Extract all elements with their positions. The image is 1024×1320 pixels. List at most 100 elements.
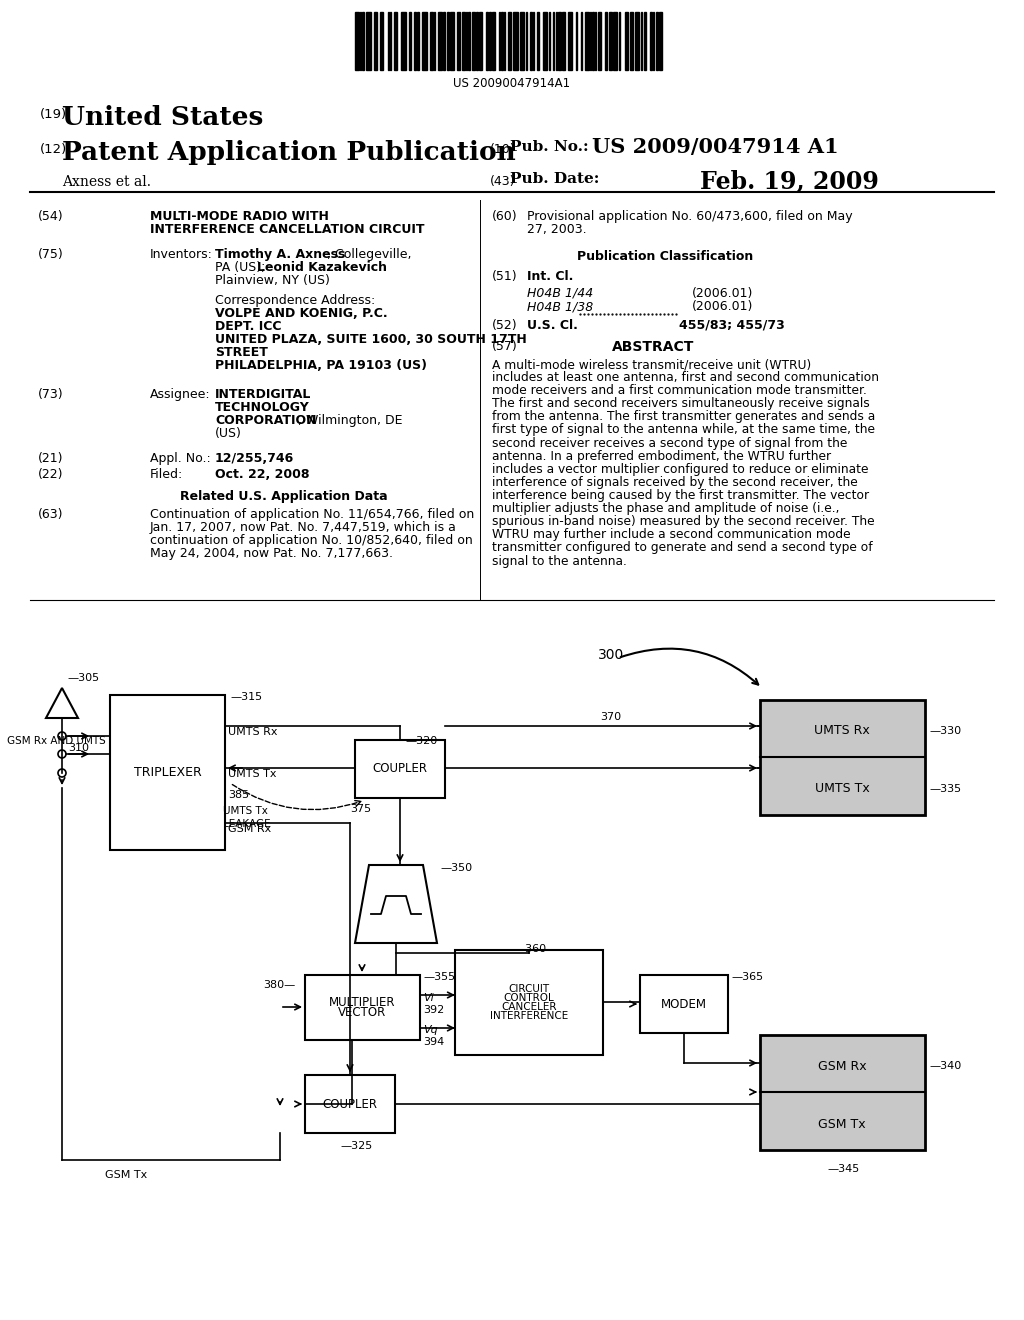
Text: MULTI-MODE RADIO WITH: MULTI-MODE RADIO WITH xyxy=(150,210,329,223)
Text: (57): (57) xyxy=(492,341,518,352)
Text: —320: —320 xyxy=(406,737,437,746)
Text: Pub. No.:: Pub. No.: xyxy=(510,140,589,154)
Bar xyxy=(443,12,445,70)
Bar xyxy=(598,12,601,70)
Text: GSM Tx: GSM Tx xyxy=(105,1170,147,1180)
Text: TECHNOLOGY: TECHNOLOGY xyxy=(215,401,309,414)
Text: TRIPLEXER: TRIPLEXER xyxy=(133,766,202,779)
Bar xyxy=(562,12,565,70)
Text: CANCELER: CANCELER xyxy=(502,1002,557,1012)
Bar xyxy=(760,700,925,814)
Circle shape xyxy=(58,750,66,758)
Bar xyxy=(362,12,364,70)
Text: —335: —335 xyxy=(929,784,962,795)
Text: May 24, 2004, now Pat. No. 7,177,663.: May 24, 2004, now Pat. No. 7,177,663. xyxy=(150,546,393,560)
Text: —305: —305 xyxy=(67,673,99,682)
Bar xyxy=(430,12,433,70)
Text: UMTS Tx: UMTS Tx xyxy=(815,783,869,796)
Text: mode receivers and a first communication mode transmitter.: mode receivers and a first communication… xyxy=(492,384,867,397)
Text: U.S. Cl.: U.S. Cl. xyxy=(527,319,578,333)
Text: spurious in-band noise) measured by the second receiver. The: spurious in-band noise) measured by the … xyxy=(492,515,874,528)
Text: VECTOR: VECTOR xyxy=(338,1006,387,1019)
Text: Provisional application No. 60/473,600, filed on May: Provisional application No. 60/473,600, … xyxy=(527,210,853,223)
Bar xyxy=(366,12,371,70)
Text: ABSTRACT: ABSTRACT xyxy=(612,341,694,354)
Text: Leonid Kazakevich: Leonid Kazakevich xyxy=(257,261,387,275)
Text: continuation of application No. 10/852,640, filed on: continuation of application No. 10/852,6… xyxy=(150,535,473,546)
Text: UMTS Tx: UMTS Tx xyxy=(223,807,268,816)
Bar xyxy=(605,12,607,70)
Text: interference being caused by the first transmitter. The vector: interference being caused by the first t… xyxy=(492,488,869,502)
Text: 455/83; 455/73: 455/83; 455/73 xyxy=(679,319,784,333)
Bar xyxy=(650,12,652,70)
Text: CIRCUIT: CIRCUIT xyxy=(509,983,550,994)
Text: (19): (19) xyxy=(40,108,68,121)
Text: WTRU may further include a second communication mode: WTRU may further include a second commun… xyxy=(492,528,851,541)
Text: , Collegeville,: , Collegeville, xyxy=(327,248,412,261)
Text: —340: —340 xyxy=(929,1061,962,1071)
Text: UMTS Rx: UMTS Rx xyxy=(814,725,869,738)
Bar xyxy=(355,12,359,70)
Text: INTERFERENCE CANCELLATION CIRCUIT: INTERFERENCE CANCELLATION CIRCUIT xyxy=(150,223,425,236)
Text: 300: 300 xyxy=(598,648,625,663)
Text: includes at least one antenna, first and second communication: includes at least one antenna, first and… xyxy=(492,371,879,384)
Text: LEAKAGE: LEAKAGE xyxy=(223,818,270,829)
Text: Filed:: Filed: xyxy=(150,469,183,480)
Text: 380—: 380— xyxy=(263,979,295,990)
Bar xyxy=(609,12,612,70)
Text: —355: —355 xyxy=(423,972,455,982)
Bar xyxy=(476,12,478,70)
Text: 370: 370 xyxy=(600,711,622,722)
Circle shape xyxy=(58,733,66,741)
Text: —315: —315 xyxy=(230,692,262,702)
Text: Correspondence Address:: Correspondence Address: xyxy=(215,294,375,308)
Text: Int. Cl.: Int. Cl. xyxy=(527,271,573,282)
Bar xyxy=(450,12,454,70)
Text: 392: 392 xyxy=(423,1005,444,1015)
Text: 12/255,746: 12/255,746 xyxy=(215,451,294,465)
Text: PHILADELPHIA, PA 19103 (US): PHILADELPHIA, PA 19103 (US) xyxy=(215,359,427,372)
Bar xyxy=(455,950,603,1055)
Text: Related U.S. Application Data: Related U.S. Application Data xyxy=(180,490,388,503)
Bar xyxy=(492,12,495,70)
Text: —360: —360 xyxy=(514,944,546,954)
Text: GSM Rx AND UMTS: GSM Rx AND UMTS xyxy=(7,737,105,746)
Bar xyxy=(656,12,658,70)
Text: H04B 1/38: H04B 1/38 xyxy=(527,300,593,313)
Text: H04B 1/44: H04B 1/44 xyxy=(527,286,593,300)
Bar xyxy=(401,12,406,70)
Bar xyxy=(479,12,482,70)
Bar xyxy=(558,12,561,70)
Text: (51): (51) xyxy=(492,271,517,282)
Bar xyxy=(380,12,383,70)
Bar xyxy=(462,12,465,70)
Text: (12): (12) xyxy=(40,143,68,156)
Text: COUPLER: COUPLER xyxy=(323,1097,378,1110)
Text: —330: —330 xyxy=(929,726,962,737)
Text: —345: —345 xyxy=(827,1164,859,1173)
Text: interference of signals received by the second receiver, the: interference of signals received by the … xyxy=(492,477,858,488)
Text: Jan. 17, 2007, now Pat. No. 7,447,519, which is a: Jan. 17, 2007, now Pat. No. 7,447,519, w… xyxy=(150,521,457,535)
Text: (US): (US) xyxy=(215,426,242,440)
Bar xyxy=(468,12,470,70)
Text: (2006.01): (2006.01) xyxy=(692,300,754,313)
Text: —365: —365 xyxy=(731,972,763,982)
Text: , Wilmington, DE: , Wilmington, DE xyxy=(298,414,402,426)
Text: GSM Rx: GSM Rx xyxy=(818,1060,866,1072)
Text: antenna. In a preferred embodiment, the WTRU further: antenna. In a preferred embodiment, the … xyxy=(492,450,831,463)
Bar xyxy=(355,741,445,799)
Bar xyxy=(472,12,475,70)
Bar xyxy=(374,12,377,70)
Text: PA (US);: PA (US); xyxy=(215,261,269,275)
Text: 394: 394 xyxy=(423,1038,444,1047)
Text: (43): (43) xyxy=(490,176,515,187)
Text: includes a vector multiplier configured to reduce or eliminate: includes a vector multiplier configured … xyxy=(492,463,868,475)
Bar xyxy=(530,12,532,70)
Bar xyxy=(520,12,524,70)
Bar xyxy=(394,12,397,70)
Text: Publication Classification: Publication Classification xyxy=(577,249,754,263)
Text: (60): (60) xyxy=(492,210,517,223)
Text: (63): (63) xyxy=(38,508,63,521)
Text: Appl. No.:: Appl. No.: xyxy=(150,451,211,465)
Text: Oct. 22, 2008: Oct. 22, 2008 xyxy=(215,469,309,480)
